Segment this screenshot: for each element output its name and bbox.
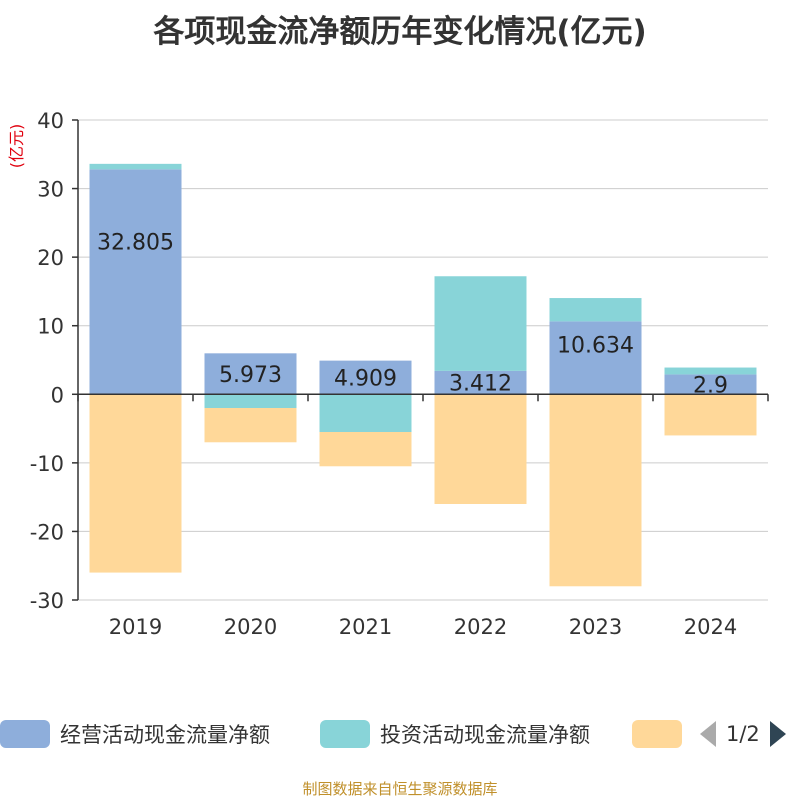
bar-series-0 — [89, 169, 182, 395]
y-tick-label: -30 — [30, 589, 64, 613]
y-axis-title: (亿元) — [7, 124, 26, 169]
x-tick-label: 2023 — [569, 615, 622, 639]
bar-series-1 — [549, 298, 642, 322]
bar-series-0 — [204, 353, 297, 395]
x-tick-label: 2021 — [339, 615, 392, 639]
bar-series-1 — [89, 163, 182, 170]
legend-pager: 1/2 — [700, 714, 786, 754]
data-source-note: 制图数据来自恒生聚源数据库 — [302, 780, 498, 798]
bar-series-2 — [319, 432, 412, 467]
bar-value-label: 3.412 — [449, 372, 512, 397]
bar-series-0 — [664, 374, 757, 395]
y-tick-label: 40 — [37, 109, 64, 133]
bar-series-1 — [434, 276, 527, 371]
bar-series-2 — [434, 394, 527, 504]
y-tick-label: -20 — [30, 520, 64, 544]
bar-series-2 — [664, 394, 757, 436]
bar-series-1 — [319, 394, 412, 432]
bar-series-0 — [434, 370, 527, 395]
x-tick-label: 2024 — [684, 615, 737, 639]
bar-value-label: 32.805 — [97, 230, 174, 255]
pager-next-icon[interactable] — [769, 721, 786, 747]
y-tick-label: 30 — [37, 178, 64, 202]
chart-title: 各项现金流净额历年变化情况(亿元) — [153, 14, 647, 50]
legend-swatch-operating — [0, 720, 50, 748]
legend-item-operating[interactable]: 经营活动现金流量净额 — [0, 714, 270, 754]
bar-series-0 — [319, 360, 412, 395]
chart-canvas: 40 30 20 10 0 -10 -20 -30 (亿元) 32.805 5.973 4.909 3.… — [7, 109, 769, 639]
x-tick-label: 2020 — [224, 615, 277, 639]
bar-series-1 — [204, 394, 297, 408]
x-tick-label: 2019 — [109, 615, 162, 639]
legend-swatch-financing — [632, 720, 682, 748]
legend-label-investing: 投资活动现金流量净额 — [380, 723, 590, 747]
bar-series-0 — [549, 321, 642, 395]
bar-value-label: 5.973 — [219, 363, 282, 388]
legend-label-operating: 经营活动现金流量净额 — [60, 723, 270, 747]
y-tick-label: 10 — [37, 315, 64, 339]
y-tick-label: -10 — [30, 452, 64, 476]
y-tick-label: 0 — [51, 383, 64, 407]
legend: 经营活动现金流量净额 投资活动现金流量净额 1/2 — [0, 714, 800, 754]
bar-series-2 — [89, 394, 182, 573]
pager-prev-icon[interactable] — [700, 721, 716, 747]
bar-series-2 — [549, 394, 642, 587]
legend-item-investing[interactable]: 投资活动现金流量净额 — [320, 714, 590, 754]
pager-page-text: 1/2 — [726, 722, 760, 746]
bar-series-1 — [664, 367, 757, 375]
bar-value-label: 4.909 — [334, 366, 397, 391]
x-tick-label: 2022 — [454, 615, 507, 639]
bar-series-2 — [204, 408, 297, 443]
y-tick-label: 20 — [37, 246, 64, 270]
legend-item-financing[interactable] — [632, 714, 682, 754]
bar-value-label: 10.634 — [557, 334, 634, 359]
legend-swatch-investing — [320, 720, 370, 748]
